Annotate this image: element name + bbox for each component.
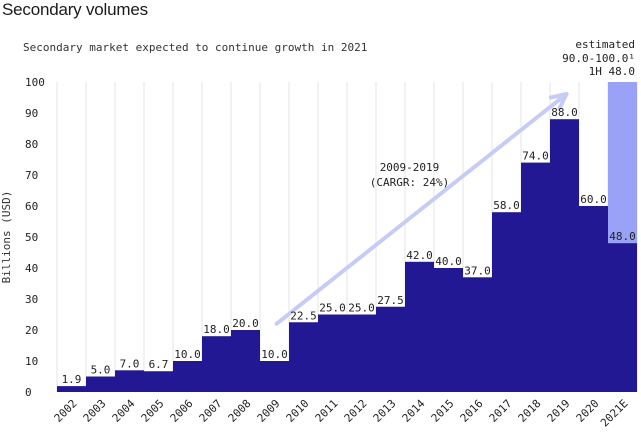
y-tick-label: 20 [25,324,38,337]
x-tick-label: 2004 [110,397,138,425]
bar [173,361,202,392]
y-tick-label: 10 [25,355,38,368]
bar-value-label: 42.0 [406,249,433,262]
y-tick-label: 50 [25,231,38,244]
bar-value-label: 18.0 [203,323,230,336]
bar-value-label: 10.0 [174,348,201,361]
x-tick-label: 2017 [487,397,515,425]
y-axis-label: Billions (USD) [0,191,13,284]
bar-value-label: 40.0 [435,255,462,268]
bar-value-label: 6.7 [149,358,169,371]
x-tick-label: 2007 [197,397,225,425]
bar-value-label: 58.0 [493,199,520,212]
x-tick-label: 2019 [545,397,573,425]
bar [202,336,231,392]
bar [231,330,260,392]
bar-value-label: 25.0 [348,302,375,315]
bar-value-label: 10.0 [261,348,288,361]
bar-value-label: 48.0 [609,230,636,243]
chart-subtitle: Secondary market expected to continue gr… [23,41,367,54]
x-tick-label: 2010 [284,397,312,425]
bar [144,371,173,392]
bar [521,162,550,392]
x-tick-label: 2006 [168,397,196,425]
x-tick-label: 2012 [342,397,370,425]
x-tick-label: 2021E [598,397,631,430]
growth-arrow [274,92,569,326]
bar-value-label: 37.0 [464,264,491,277]
bar [376,306,405,392]
x-tick-label: 2009 [255,397,283,425]
bar [347,314,376,392]
bar [550,119,579,392]
bar-value-label: 7.0 [120,357,140,370]
y-tick-label: 90 [25,107,38,120]
x-tick-label: 2015 [429,397,457,425]
x-tick-label: 2003 [81,397,109,425]
x-tick-label: 2018 [516,397,544,425]
y-tick-label: 70 [25,169,38,182]
bar-value-label: 20.0 [232,317,259,330]
bar-value-label: 5.0 [91,364,111,377]
bar-value-label: 74.0 [522,150,549,163]
bar-value-label: 27.5 [377,294,404,307]
y-tick-label: 60 [25,200,38,213]
bar-value-label: 60.0 [580,193,607,206]
bar [260,361,289,392]
x-tick-label: 2011 [313,397,341,425]
bar-value-label: 88.0 [551,106,578,119]
bar [434,268,463,392]
y-tick-label: 40 [25,262,38,275]
bar [318,314,347,392]
page-title: Secondary volumes [2,0,148,19]
x-tick-label: 2013 [371,397,399,425]
bar [608,243,637,392]
bar [579,206,608,392]
cagr-label-period: 2009-2019 [380,161,440,174]
y-tick-label: 0 [25,386,32,399]
growth-arrowhead [548,92,569,111]
bar [115,370,144,392]
bar [492,212,521,392]
bar [57,386,86,392]
x-tick-label: 2016 [458,397,486,425]
cagr-label-rate: (CARGR: 24%) [370,176,449,189]
bar [86,376,115,392]
bar-value-label: 22.5 [290,309,317,322]
bar [289,322,318,392]
x-tick-label: 2002 [52,397,80,425]
y-tick-label: 30 [25,293,38,306]
bar [463,277,492,392]
x-tick-label: 2008 [226,397,254,425]
x-tick-label: 2005 [139,397,167,425]
y-tick-label: 80 [25,138,38,151]
estimate-label: 90.0-100.0¹ [562,52,635,65]
estimate-label: estimated [575,38,635,51]
bar-value-label: 25.0 [319,302,346,315]
bar [405,261,434,392]
estimate-label: 1H 48.0 [589,65,635,78]
y-tick-label: 100 [25,76,45,89]
bar-value-label: 1.9 [62,373,82,386]
x-tick-label: 2014 [400,397,428,425]
